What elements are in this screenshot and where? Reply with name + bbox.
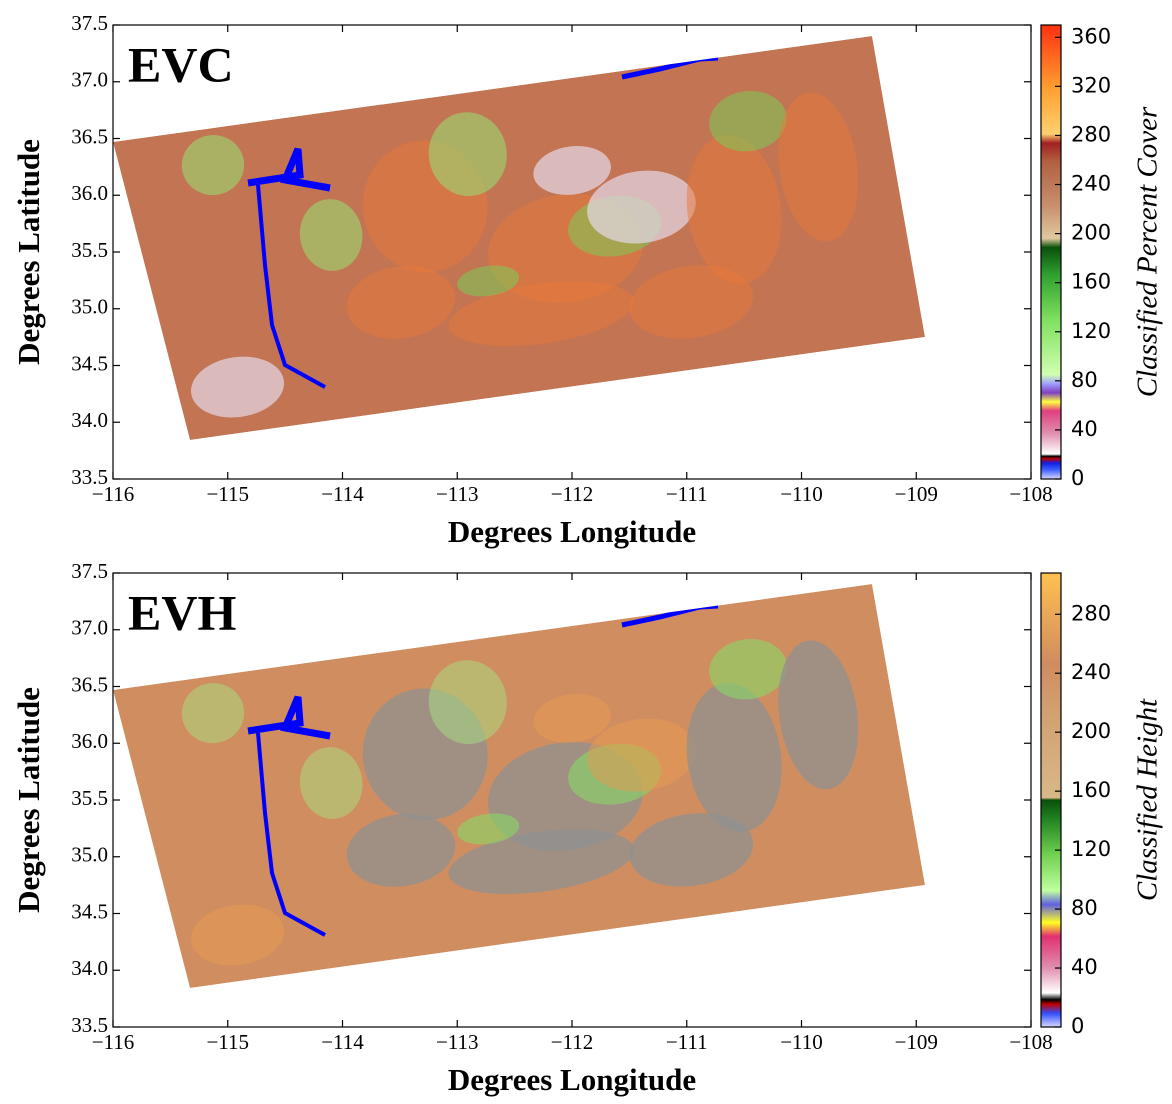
x-tick-label: −112 (551, 1030, 594, 1054)
colorbar-tick-label: 80 (1071, 896, 1098, 920)
x-tick-label: −108 (1009, 482, 1052, 506)
colorbar-label: Classified Height (1132, 698, 1164, 901)
land-cover-patch (629, 813, 754, 887)
y-axis-label: Degrees Latitude (11, 139, 46, 365)
colorbar-tick-label: 240 (1071, 172, 1111, 196)
y-tick-label: 33.5 (71, 465, 108, 489)
x-tick-label: −111 (666, 1030, 708, 1054)
y-tick-label: 37.0 (71, 68, 108, 92)
y-tick-label: 33.5 (71, 1013, 108, 1037)
y-tick-label: 37.5 (71, 11, 108, 35)
x-tick-label: −110 (780, 482, 823, 506)
y-tick-label: 37.5 (71, 559, 108, 583)
colorbar-tick-label: 360 (1071, 24, 1111, 48)
y-axis-label: Degrees Latitude (11, 687, 46, 913)
lake (247, 695, 331, 740)
colorbar-tick-label: 40 (1071, 417, 1098, 441)
y-tick-label: 35.0 (71, 295, 108, 319)
land-cover-patch (448, 829, 635, 895)
y-tick-label: 36.5 (71, 672, 108, 696)
colorbar-tick-label: 240 (1071, 660, 1111, 684)
colorbar-tick-label: 0 (1071, 466, 1084, 490)
river (256, 184, 326, 389)
colorbar (1040, 24, 1062, 480)
map-panel: −116 −115 −114 −113 −112 −111 −110 −109 −108 33.5… (11, 11, 1164, 549)
x-tick-label: −115 (206, 482, 249, 506)
colorbar-label: Classified Percent Cover (1132, 106, 1164, 397)
x-tick-label: −116 (92, 1030, 135, 1054)
river (256, 732, 326, 937)
land-cover-patch (629, 265, 754, 339)
land-cover-patch (181, 683, 245, 744)
colorbar-tick-label: 120 (1071, 319, 1111, 343)
colorbar-tick-label: 160 (1071, 270, 1111, 294)
y-tick-label: 34.5 (71, 899, 108, 923)
colorbar-tick-label: 120 (1071, 837, 1111, 861)
map-panel: −116 −115 −114 −113 −112 −111 −110 −109 −108 33.5… (11, 559, 1164, 1097)
land-cover-patch (709, 638, 787, 700)
land-cover-patch (457, 265, 520, 297)
land-cover-patch (778, 640, 859, 790)
y-tick-label: 37.0 (71, 616, 108, 640)
x-tick-label: −109 (895, 482, 938, 506)
y-tick-label: 35.5 (71, 786, 108, 810)
colorbar-tick-label: 160 (1071, 778, 1111, 802)
colorbar-tick-label: 200 (1071, 719, 1111, 743)
land-cover-patch (346, 265, 456, 339)
x-axis-label: Degrees Longitude (448, 1062, 696, 1097)
land-cover-patch (533, 694, 611, 743)
lake (247, 147, 331, 192)
colorbar-tick-label: 320 (1071, 73, 1111, 97)
x-tick-label: −113 (436, 482, 479, 506)
land-cover-patch (299, 747, 363, 819)
map-image (113, 36, 925, 440)
land-cover-patch (191, 904, 285, 966)
x-tick-label: −116 (92, 482, 135, 506)
x-tick-label: −113 (436, 1030, 479, 1054)
land-cover-patch (299, 199, 363, 271)
x-tick-label: −110 (780, 1030, 823, 1054)
land-cover-patch (428, 112, 507, 197)
y-tick-label: 36.0 (71, 181, 108, 205)
y-tick-label: 34.0 (71, 408, 108, 432)
land-cover-patch (181, 135, 245, 196)
map-image (113, 584, 925, 988)
colorbar-tick-label: 40 (1071, 955, 1098, 979)
x-tick-label: −112 (551, 482, 594, 506)
x-tick-label: −108 (1009, 1030, 1052, 1054)
panel-label: EVH (128, 584, 236, 640)
land-cover-patch (686, 682, 782, 833)
x-tick-label: −111 (666, 482, 708, 506)
colorbar (1040, 572, 1062, 1028)
land-cover-patch (587, 718, 696, 792)
y-tick-label: 36.0 (71, 729, 108, 753)
land-cover-patch (428, 660, 507, 745)
land-cover-patch (587, 170, 696, 244)
x-tick-label: −114 (321, 482, 364, 506)
panel-label: EVC (128, 36, 234, 92)
x-tick-label: −114 (321, 1030, 364, 1054)
land-cover-patch (778, 92, 859, 242)
y-tick-label: 36.5 (71, 124, 108, 148)
y-tick-label: 34.5 (71, 351, 108, 375)
land-cover-patch (346, 813, 456, 887)
land-cover-patch (457, 813, 520, 845)
y-tick-label: 35.0 (71, 843, 108, 867)
land-cover-patch (686, 134, 782, 285)
x-tick-label: −115 (206, 1030, 249, 1054)
colorbar-tick-label: 280 (1071, 601, 1111, 625)
colorbar-tick-label: 200 (1071, 221, 1111, 245)
land-cover-patch (533, 146, 611, 195)
x-axis-label: Degrees Longitude (448, 514, 696, 549)
land-cover-patch (448, 281, 635, 347)
land-cover-patch (709, 90, 787, 152)
y-tick-label: 34.0 (71, 956, 108, 980)
x-tick-label: −109 (895, 1030, 938, 1054)
land-cover-patch (191, 356, 285, 418)
colorbar-tick-label: 280 (1071, 122, 1111, 146)
y-tick-label: 35.5 (71, 238, 108, 262)
colorbar-tick-label: 0 (1071, 1014, 1084, 1038)
colorbar-tick-label: 80 (1071, 368, 1098, 392)
